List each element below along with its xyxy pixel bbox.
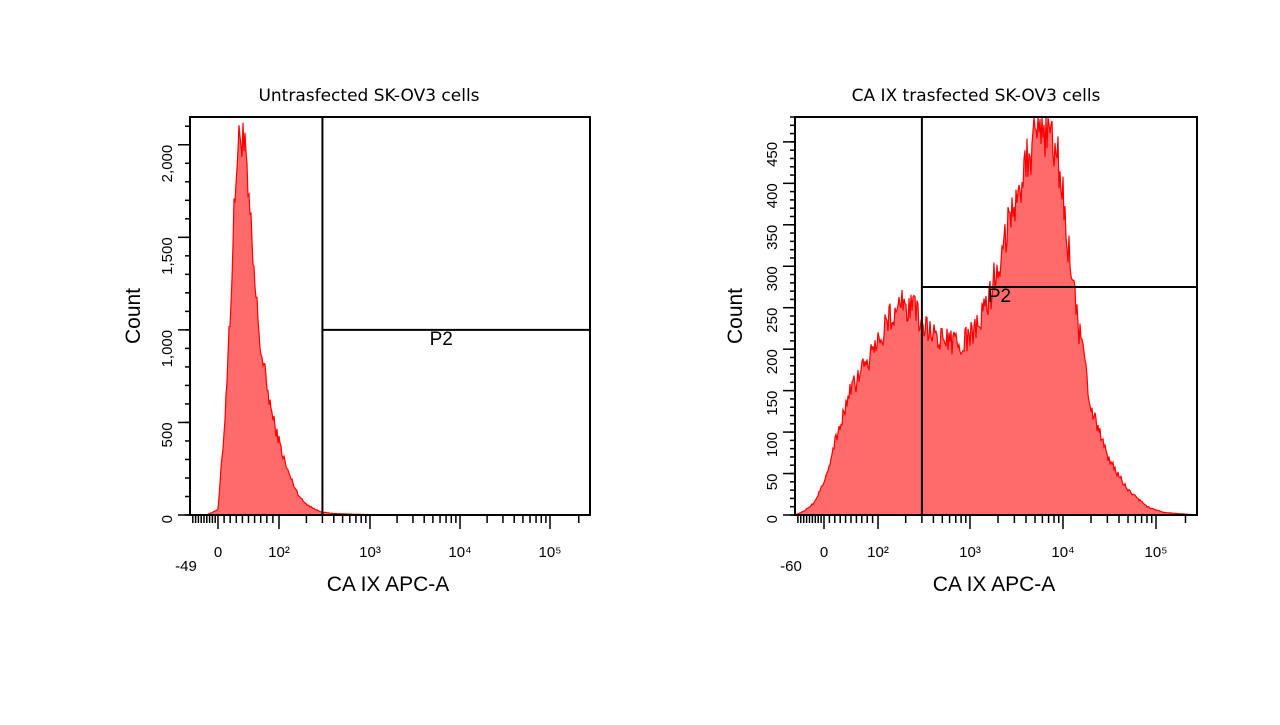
left-chart-title: Untrasfected SK-OV3 cells bbox=[258, 86, 479, 106]
left-y-tick-label: 2,000 bbox=[159, 145, 176, 183]
right-x-tick-label: 10³ bbox=[959, 544, 981, 561]
right-y-tick-label: 350 bbox=[764, 225, 781, 250]
left-y-tick-label: 500 bbox=[159, 422, 176, 447]
right-y-tick-label: 400 bbox=[764, 183, 781, 208]
left-plot-frame bbox=[189, 116, 591, 516]
right-y-tick-label: 200 bbox=[764, 349, 781, 374]
left-histogram-area bbox=[190, 122, 590, 516]
right-y-tick-label: 450 bbox=[764, 142, 781, 167]
right-x-tick-label: 10⁴ bbox=[1051, 544, 1074, 561]
right-histogram-area bbox=[794, 116, 1198, 516]
left-x-tick-label: -49 bbox=[175, 558, 197, 575]
left-y-tick-label: 1,000 bbox=[159, 330, 176, 368]
left-x-tick-label: 10³ bbox=[359, 544, 381, 561]
right-x-tick-label: 10⁵ bbox=[1145, 544, 1168, 561]
right-y-axis-label: Count bbox=[724, 288, 747, 344]
left-y-axis-label: Count bbox=[122, 288, 145, 344]
right-gate-label: P2 bbox=[988, 286, 1011, 307]
right-chart-title: CA IX trasfected SK-OV3 cells bbox=[852, 86, 1101, 106]
left-x-tick-label: 0 bbox=[214, 544, 222, 561]
right-y-tick-label: 250 bbox=[764, 308, 781, 333]
right-y-tick-label: 0 bbox=[764, 515, 781, 523]
right-x-tick-label: 10² bbox=[867, 544, 889, 561]
right-y-tick-label: 50 bbox=[764, 474, 781, 491]
left-x-tick-label: 10⁵ bbox=[539, 544, 562, 561]
right-data-layer bbox=[794, 116, 1198, 516]
right-x-tick-label: -60 bbox=[780, 558, 802, 575]
left-gate-layer: P2 bbox=[321, 117, 590, 515]
left-data-layer bbox=[190, 122, 590, 516]
left-y-tick-label: 1,500 bbox=[159, 237, 176, 275]
right-y-ticks: 0 50 100 150 200 250 300 350 400 450 bbox=[764, 116, 795, 523]
left-x-axis-label: CA IX APC-A bbox=[327, 573, 450, 596]
left-x-tick-label: 10² bbox=[268, 544, 290, 561]
left-y-ticks: 0 500 1,000 1,500 2,000 bbox=[159, 125, 190, 523]
left-x-tick-label: 10⁴ bbox=[448, 544, 471, 561]
right-y-tick-label: 100 bbox=[764, 432, 781, 457]
right-x-ticks: -60 0 10² 10³ 10⁴ 10⁵ bbox=[780, 515, 1187, 575]
left-histogram-panel: Untrasfected SK-OV3 cells P2 -49 0 10² 10³ 1… bbox=[122, 86, 591, 596]
right-y-tick-label: 150 bbox=[764, 391, 781, 416]
left-y-tick-label: 0 bbox=[159, 515, 176, 523]
right-x-tick-label: 0 bbox=[820, 544, 828, 561]
right-histogram-panel: CA IX trasfected SK-OV3 cells P2 -60 0 10²… bbox=[724, 86, 1198, 596]
right-x-axis-label: CA IX APC-A bbox=[933, 573, 1056, 596]
right-gate-layer: P2 bbox=[920, 117, 1197, 515]
left-gate-label: P2 bbox=[430, 329, 453, 350]
left-x-ticks: -49 0 10² 10³ 10⁴ 10⁵ bbox=[175, 515, 580, 575]
right-y-tick-label: 300 bbox=[764, 266, 781, 291]
